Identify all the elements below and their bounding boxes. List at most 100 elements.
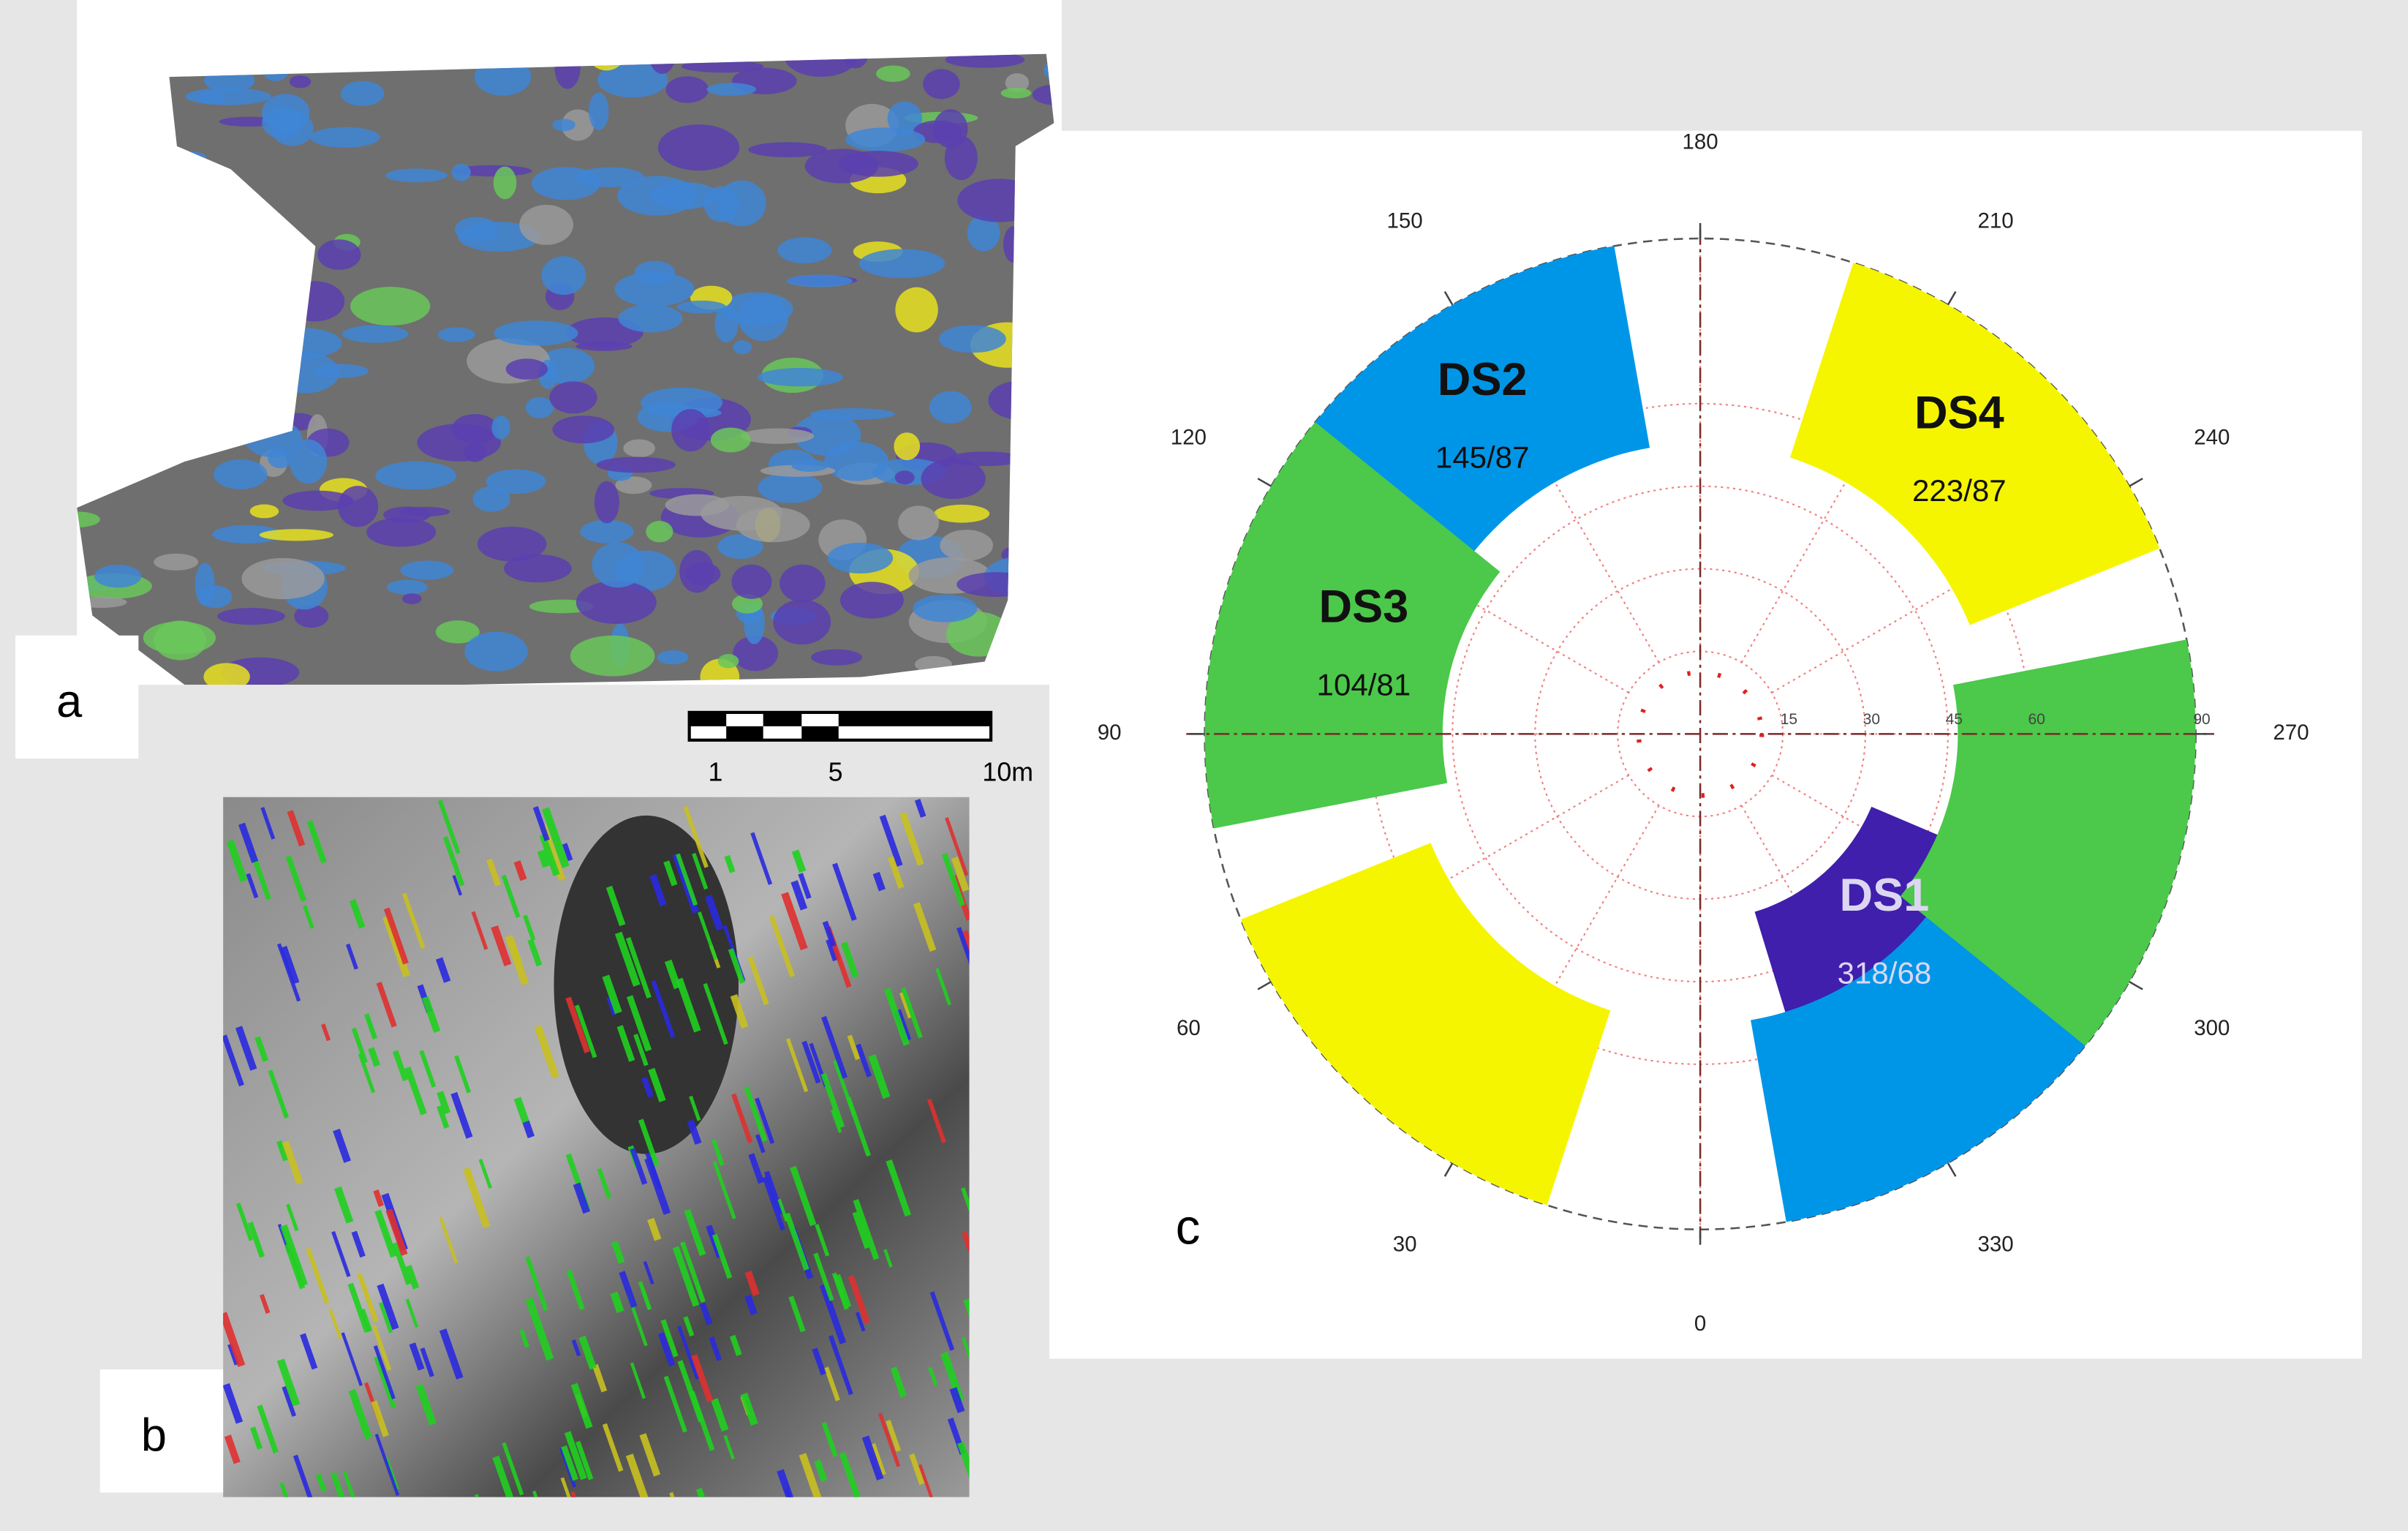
fracture-trace <box>861 1435 884 1481</box>
point-cloud-patch <box>791 459 829 472</box>
fracture-trace <box>331 1472 345 1497</box>
point-cloud-patch <box>561 109 595 141</box>
point-cloud-patch <box>967 214 1000 252</box>
fracture-trace <box>351 1027 368 1064</box>
azimuth-label: 90 <box>1098 721 1122 745</box>
fracture-trace <box>334 1186 354 1224</box>
fracture-trace <box>439 1216 458 1264</box>
point-cloud-patch <box>464 442 487 462</box>
fracture-trace <box>705 895 724 931</box>
point-cloud-patch <box>451 164 471 181</box>
fracture-trace <box>962 1336 970 1361</box>
fracture-trace <box>351 1230 366 1258</box>
fracture-trace <box>639 1433 661 1477</box>
fracture-trace <box>790 1165 817 1227</box>
fracture-trace <box>401 892 426 949</box>
fracture-trace <box>784 1212 809 1271</box>
azimuth-grid-line <box>1740 304 1949 663</box>
fracture-trace <box>492 1456 514 1497</box>
fracture-trace <box>935 968 951 1006</box>
point-cloud-patch <box>94 564 142 588</box>
fracture-trace <box>641 1077 654 1098</box>
fracture-trace <box>560 1477 571 1497</box>
fracture-trace <box>706 1225 723 1259</box>
fracture-trace <box>282 1385 297 1417</box>
point-cloud-patch <box>594 481 619 524</box>
azimuth-grid-line <box>1452 805 1660 1164</box>
azimuth-tick <box>1947 1162 1957 1177</box>
fracture-trace <box>747 956 769 1006</box>
fracture-trace <box>502 1442 524 1496</box>
fracture-trace <box>777 1198 789 1222</box>
fracture-trace <box>724 854 736 873</box>
fracture-trace <box>285 855 307 903</box>
fracture-trace <box>257 1404 279 1454</box>
point-cloud-patch <box>703 186 739 222</box>
fracture-trace <box>790 880 808 911</box>
fracture-trace <box>748 1153 764 1184</box>
fracture-trace <box>744 1271 760 1296</box>
fracture-trace <box>832 862 857 921</box>
fracture-trace <box>711 1139 725 1166</box>
fracture-trace <box>525 1256 548 1312</box>
azimuth-tick <box>1257 478 1272 487</box>
point-cloud-patch <box>665 76 709 103</box>
fracture-trace <box>392 1050 409 1082</box>
fracture-trace <box>831 1109 842 1133</box>
fracture-trace <box>382 915 411 978</box>
fracture-trace <box>672 1246 700 1307</box>
point-cloud-patch <box>898 505 940 541</box>
fracture-trace <box>957 1441 970 1479</box>
point-cloud-patch <box>913 594 978 622</box>
point-cloud-patch <box>895 287 938 333</box>
fracture-trace <box>368 1047 380 1067</box>
point-cloud-patch <box>741 428 815 444</box>
point-cloud-patch <box>317 239 361 271</box>
fracture-trace <box>847 1034 861 1061</box>
fracture-trace <box>711 1398 729 1432</box>
fracture-trace <box>941 853 965 907</box>
fracture-trace <box>404 1066 427 1116</box>
fracture-trace <box>819 1284 847 1344</box>
fracture-trace <box>801 1040 821 1084</box>
point-cloud-patch <box>366 517 437 547</box>
fracture-trace <box>899 992 912 1019</box>
point-cloud-patch <box>615 476 652 494</box>
fracture-trace <box>963 1298 970 1318</box>
point-cloud-patch <box>858 249 946 279</box>
azimuth-tick <box>1257 980 1272 990</box>
fracture-trace <box>561 1445 578 1481</box>
azimuth-grid-line <box>1771 485 2130 693</box>
fracture-trace <box>486 858 502 887</box>
fracture-trace <box>928 1366 938 1386</box>
fracture-trace <box>664 959 682 990</box>
fracture-trace <box>385 1208 408 1256</box>
point-cloud-patch <box>294 604 329 628</box>
fracture-trace <box>813 1252 834 1301</box>
fracture-trace <box>692 852 709 890</box>
point-cloud-patch <box>289 439 328 484</box>
set-region <box>1204 334 1501 855</box>
point-cloud-patch <box>398 506 450 517</box>
point-cloud-patch <box>493 166 517 200</box>
point-cloud-patch <box>657 124 740 171</box>
point-cloud-patch <box>350 287 431 326</box>
point-cloud-patch <box>1032 84 1054 105</box>
fracture-trace <box>235 1026 257 1071</box>
point-cloud-patch <box>618 304 683 333</box>
point-cloud-patch <box>519 205 573 245</box>
point-cloud-patch <box>217 608 286 625</box>
point-cloud-patch <box>552 119 575 132</box>
fracture-trace <box>824 1366 840 1402</box>
fracture-trace <box>592 1363 608 1393</box>
point-cloud-patch <box>203 663 250 685</box>
point-cloud-patch <box>472 486 510 512</box>
point-cloud-patch <box>923 69 960 99</box>
point-cloud-patch <box>706 83 756 96</box>
fracture-trace <box>887 856 905 889</box>
fracture-trace <box>287 810 306 847</box>
point-cloud-patch <box>596 456 676 473</box>
point-cloud-patch <box>839 582 904 619</box>
fracture-trace <box>626 995 652 1052</box>
fracture-trace <box>349 899 366 929</box>
